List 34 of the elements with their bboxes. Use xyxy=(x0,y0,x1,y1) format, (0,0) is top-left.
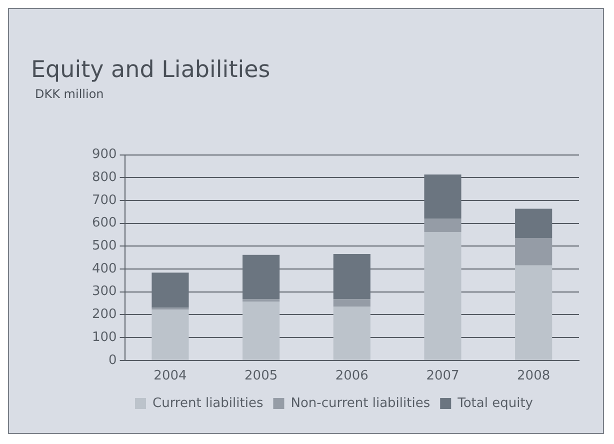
x-tick-label: 2008 xyxy=(517,368,550,384)
y-tick-label: 100 xyxy=(92,330,117,345)
bar xyxy=(515,265,552,360)
bar xyxy=(152,272,189,308)
bar xyxy=(333,306,370,360)
bar xyxy=(242,254,280,300)
x-tick-label: 2006 xyxy=(335,368,368,384)
y-tick-label: 600 xyxy=(92,216,117,231)
x-tick-label: 2007 xyxy=(426,368,460,384)
bar xyxy=(424,232,462,360)
y-tick-label: 300 xyxy=(92,284,117,300)
y-tick-label: 200 xyxy=(92,307,117,322)
y-tick-label: 700 xyxy=(92,192,117,208)
bar xyxy=(424,174,462,219)
bar xyxy=(515,238,552,266)
x-tick-label: 2004 xyxy=(154,368,187,384)
bar xyxy=(333,254,370,300)
chart-subtitle: DKK million xyxy=(35,87,104,101)
legend-label: Current liabilities xyxy=(152,396,264,411)
y-tick-label: 500 xyxy=(92,238,117,254)
bar xyxy=(333,299,370,307)
y-tick-label: 0 xyxy=(108,352,117,368)
y-tick-label: 800 xyxy=(92,170,117,186)
legend-label: Total equity xyxy=(456,396,534,411)
bar xyxy=(242,302,280,360)
chart-title: Equity and Liabilities xyxy=(31,57,270,83)
bar xyxy=(242,299,280,302)
legend-label: Non-current liabilities xyxy=(290,396,430,411)
bar xyxy=(424,218,462,232)
y-tick-label: 400 xyxy=(92,261,117,276)
bar xyxy=(152,310,189,360)
x-tick-label: 2005 xyxy=(244,368,278,384)
bar xyxy=(515,208,552,238)
y-tick-label: 900 xyxy=(92,147,117,162)
